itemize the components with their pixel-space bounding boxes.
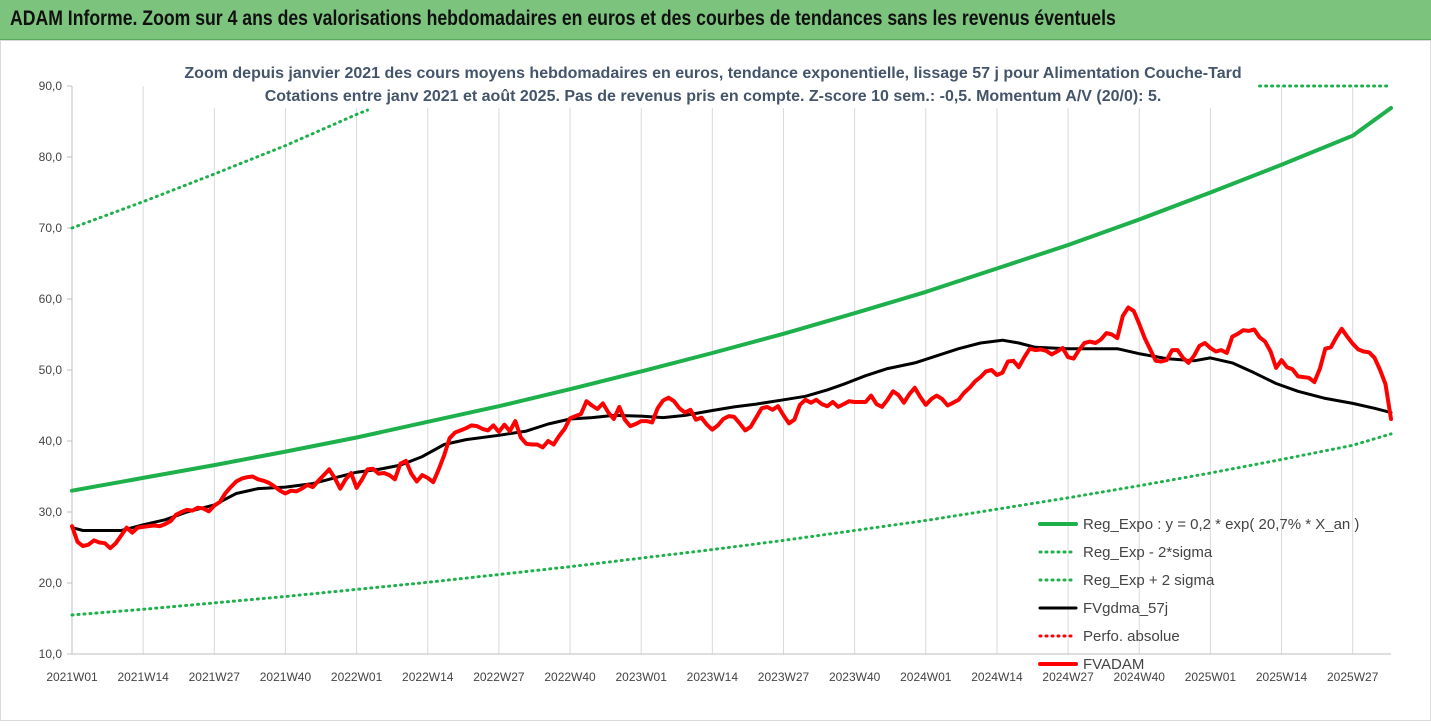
y-tick-label: 90,0	[39, 79, 63, 93]
x-tick-label: 2024W01	[900, 670, 952, 684]
series-2-line	[70, 108, 369, 230]
x-tick-label: 2023W40	[829, 670, 881, 684]
x-tick-label: 2023W27	[758, 670, 810, 684]
x-tick-label: 2022W14	[402, 670, 454, 684]
legend-label: FVADAM	[1083, 656, 1144, 673]
x-tick-label: 2022W27	[473, 670, 525, 684]
x-tick-label: 2021W27	[189, 670, 241, 684]
legend-label: Perfo. absolue	[1083, 628, 1180, 645]
subtitle-background	[180, 56, 1250, 108]
legend-label: FVgdma_57j	[1083, 600, 1168, 617]
y-tick-label: 70,0	[39, 221, 63, 235]
series-0-line	[70, 106, 1393, 493]
x-tick-label: 2025W01	[1185, 670, 1237, 684]
x-tick-label: 2021W40	[260, 670, 312, 684]
chart-area: 2021W01 2021W14 2021W27 2021W40 2022W01 2022W…	[0, 40, 1431, 721]
legend-label: Reg_Exp + 2 sigma	[1083, 572, 1215, 589]
x-tick-label: 2023W14	[687, 670, 739, 684]
x-tick-label: 2022W40	[544, 670, 596, 684]
x-tick-label: 2024W40	[1114, 670, 1166, 684]
y-tick-label: 20,0	[39, 576, 63, 590]
x-tick-label: 2022W01	[331, 670, 383, 684]
report-banner: ADAM Informe. Zoom sur 4 ans des valoris…	[0, 0, 1431, 40]
y-tick-label: 80,0	[39, 150, 63, 164]
chart-legend: Reg_Expo : y = 0,2 * exp( 20,7% * X_an )…	[1038, 516, 1359, 673]
x-tick-label: 2024W27	[1042, 670, 1094, 684]
legend-label: Reg_Expo : y = 0,2 * exp( 20,7% * X_an )	[1083, 516, 1359, 533]
y-tick-label: 60,0	[39, 292, 63, 306]
series-1-line	[70, 432, 1393, 617]
y-tick-label: 30,0	[39, 505, 63, 519]
trend-chart: 2021W01 2021W14 2021W27 2021W40 2022W01 2022W…	[0, 40, 1431, 721]
legend-label: Reg_Exp - 2*sigma	[1083, 544, 1213, 561]
x-tick-label: 2025W14	[1256, 670, 1308, 684]
chart-subtitle-line-1: Zoom depuis janvier 2021 des cours moyen…	[184, 65, 1241, 82]
y-tick-label: 40,0	[39, 434, 63, 448]
series-5-line	[70, 305, 1393, 551]
x-tick-label: 2024W14	[971, 670, 1023, 684]
x-tick-label: 2025W27	[1327, 670, 1379, 684]
x-tick-label: 2021W14	[117, 670, 169, 684]
y-tick-label: 10,0	[39, 647, 63, 661]
y-tick-label: 50,0	[39, 363, 63, 377]
x-tick-label: 2021W01	[46, 670, 98, 684]
chart-subtitle-line-2: Cotations entre janv 2021 et août 2025. …	[265, 88, 1162, 105]
report-banner-title: ADAM Informe. Zoom sur 4 ans des valoris…	[10, 7, 1116, 30]
x-tick-label: 2023W01	[616, 670, 668, 684]
